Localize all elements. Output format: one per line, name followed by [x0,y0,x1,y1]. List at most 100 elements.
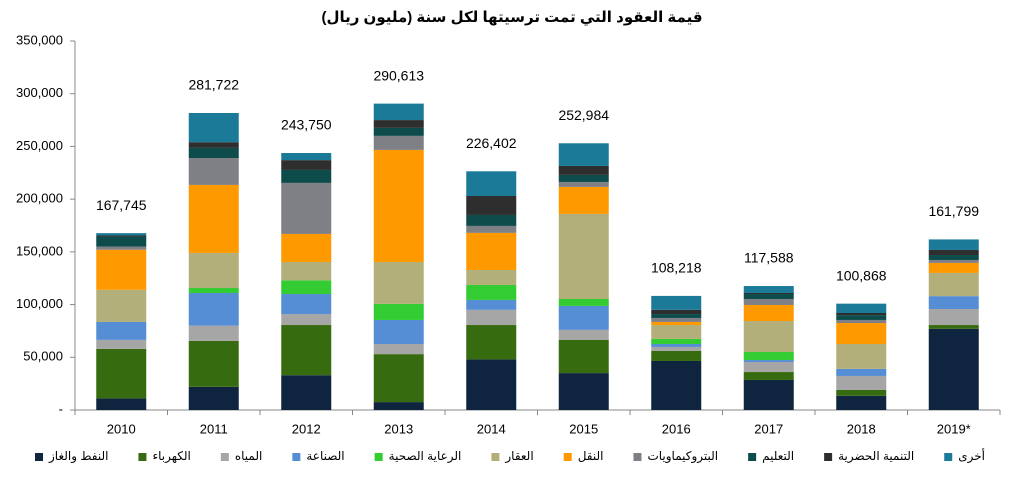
bar-segment [96,398,147,410]
legend-swatch [374,453,383,461]
bar-segment [466,325,517,360]
bar-segment [928,296,979,309]
y-tick-label: 350,000 [16,32,63,47]
bar-segment [558,329,609,340]
bar-segment [558,213,609,299]
bar-segment [558,373,609,410]
legend-label: العقار [504,449,533,464]
bar-segment [928,262,979,273]
legend-swatch [138,453,147,461]
x-tick-label: 2016 [662,421,691,436]
bar-segment [743,372,794,380]
bar-segment [466,232,517,270]
bar-segment [836,315,887,320]
bar-segment [836,395,887,410]
bar-segment [743,286,794,293]
total-label: 167,745 [96,197,147,213]
bar-segment [466,299,517,310]
bar-segment [466,359,517,410]
bar-segment [743,304,794,322]
bar-segment [96,236,147,247]
bar-segment [558,186,609,214]
bar-segment [281,325,332,376]
bar-segment [96,249,147,290]
bar-segment [281,153,332,161]
legend-swatch [633,453,642,461]
bar-segment [928,255,979,260]
bar-segment [743,292,794,295]
bar-segment [466,284,517,300]
bar-segment [651,317,702,322]
legend-swatch [944,453,953,461]
chart-title: قيمة العقود التي تمت ترسيتها لكل سنة (مل… [321,9,702,26]
bar-segment [651,295,702,310]
bar-segment [651,346,702,351]
bar-segment [928,239,979,250]
legend-label: النقل [578,449,604,463]
bar-segment [188,292,239,326]
bar-segment [188,386,239,410]
bar-segment [281,280,332,295]
bar-segment [281,294,332,315]
bar-segment [188,288,239,293]
bar-segment [373,344,424,355]
bar-segment [651,344,702,347]
bar-segment [281,261,332,281]
legend-label: التنمية الحضرية [838,449,914,464]
bar-segment [96,235,147,237]
bar-segment [836,375,887,390]
legend-swatch [491,453,500,461]
bar-segment [373,103,424,121]
bar-segment [651,350,702,361]
x-tick-label: 2012 [292,421,321,436]
bar-segment [373,135,424,150]
bar-segment [466,225,517,233]
legend-swatch [824,453,833,461]
bar-segment [281,169,332,183]
bar-segment [836,313,887,316]
total-label: 108,218 [651,260,702,276]
bar-segment [928,272,979,297]
bar-segment [96,233,147,236]
bar-segment [96,289,147,322]
bar-segment [558,165,609,175]
bar-segment [558,305,609,330]
bar-segment [373,319,424,345]
bar-segment [281,375,332,410]
bar-segment [188,147,239,159]
legend-label: المياه [235,449,263,463]
y-tick-label: 300,000 [16,85,63,100]
x-tick-label: 2019* [937,421,971,436]
bar-segment [373,354,424,403]
bar-segment [743,379,794,410]
bar-segment [96,321,147,340]
total-label: 281,722 [188,77,239,93]
legend-label: الصناعة [306,449,344,463]
legend-swatch [748,453,757,461]
x-tick-label: 2014 [477,421,506,436]
x-tick-label: 2013 [384,421,413,436]
total-label: 252,984 [558,107,609,123]
bar-segment [836,323,887,345]
total-label: 290,613 [373,67,424,83]
legend-label: أخرى [958,448,985,464]
bar-segment [836,319,887,324]
legend-swatch [292,453,301,461]
bar-segment [743,298,794,305]
bar-segment [373,261,424,304]
bar-segment [466,195,517,215]
bar-segment [188,112,239,143]
legend-swatch [220,453,229,461]
y-tick-label: 250,000 [16,138,63,153]
total-label: 226,402 [466,135,517,151]
bar-segment [743,362,794,373]
bar-segment [558,339,609,374]
x-tick-label: 2010 [107,421,136,436]
bar-segment [651,338,702,345]
bar-segment [558,298,609,306]
y-tick-label: - [59,401,63,416]
bar-segment [651,321,702,326]
y-tick-label: 100,000 [16,296,63,311]
bar-segment [96,348,147,399]
